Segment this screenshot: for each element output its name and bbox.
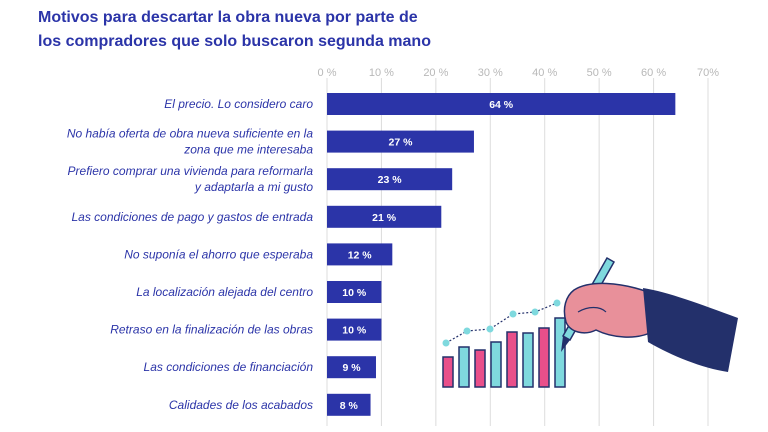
- hand-icon: [563, 282, 738, 372]
- category-label-line: Retraso en la finalización de las obras: [110, 323, 313, 337]
- bar: [327, 393, 371, 416]
- category-label: Las condiciones de financiación: [144, 360, 314, 374]
- category-label: Prefiero comprar una vivienda para refor…: [68, 164, 314, 194]
- x-tick-label: 0 %: [318, 67, 337, 79]
- value-labels: 64 % 27 % 23 % 21 % 12 % 10 % 10 % 9 % 8 %: [340, 99, 514, 412]
- category-label: No suponía el ahorro que esperaba: [124, 247, 313, 261]
- category-label: Calidades de los acabados: [169, 398, 313, 412]
- category-label-line: No suponía el ahorro que esperaba: [124, 247, 313, 261]
- bars: [327, 93, 676, 416]
- illustration-bar-7: [538, 327, 550, 388]
- category-label-line: zona que me interesaba: [183, 143, 313, 157]
- category-label: No había oferta de obra nueva suficiente…: [67, 127, 313, 157]
- category-label-line: y adaptarla a mi gusto: [194, 180, 313, 194]
- category-label-line: No había oferta de obra nueva suficiente…: [67, 127, 313, 141]
- category-label-line: Prefiero comprar una vivienda para refor…: [68, 164, 314, 178]
- category-label-line: La localización alejada del centro: [136, 285, 313, 299]
- x-tick-label: 30 %: [478, 67, 503, 79]
- x-tick-label: 70%: [697, 67, 719, 79]
- category-labels: El precio. Lo considero caro No había ofe…: [67, 97, 313, 412]
- category-label: El precio. Lo considero caro: [164, 97, 313, 111]
- bar: [327, 93, 676, 115]
- chart-title-line-1: Motivos para descartar la obra nueva por…: [38, 9, 418, 26]
- bar-value-label: 27 %: [389, 137, 414, 149]
- illustration-bar-4: [490, 341, 502, 388]
- illustration-bar-3: [474, 349, 486, 388]
- bar-value-label: 64 %: [489, 99, 514, 111]
- illustration-bar-2: [458, 346, 470, 388]
- bar-value-label: 23 %: [378, 174, 403, 186]
- x-tick-label: 20 %: [423, 67, 448, 79]
- category-label-line: Calidades de los acabados: [169, 398, 313, 412]
- x-axis-ticks: 0 % 10 % 20 % 30 % 40 % 50 % 60 % 70%: [318, 67, 720, 79]
- illustration-bar-1: [442, 356, 454, 388]
- bar: [327, 243, 393, 266]
- chart-title-line-2: los compradores que solo buscaron segund…: [38, 33, 431, 50]
- category-label-line: Las condiciones de financiación: [144, 360, 314, 374]
- bar-value-label: 9 %: [342, 362, 361, 374]
- bar: [327, 356, 376, 379]
- illustration-bar-6: [522, 332, 534, 388]
- bar: [327, 168, 453, 191]
- bar: [327, 205, 442, 228]
- bar-value-label: 12 %: [348, 249, 373, 261]
- illustration-bar-8: [554, 317, 566, 388]
- illustration-trend-line: [442, 299, 561, 347]
- bar-value-label: 21 %: [372, 212, 397, 224]
- bar: [327, 130, 474, 153]
- category-label-line: Las condiciones de pago y gastos de entr…: [71, 210, 313, 224]
- x-tick-label: 60 %: [641, 67, 666, 79]
- category-label: Retraso en la finalización de las obras: [110, 323, 313, 337]
- bar-value-label: 8 %: [340, 400, 359, 412]
- growth-chart-illustration-icon: [442, 256, 738, 388]
- chart-title: Motivos para descartar la obra nueva por…: [38, 6, 431, 54]
- bar: [327, 281, 382, 303]
- bar: [327, 318, 382, 341]
- category-label: La localización alejada del centro: [136, 285, 313, 299]
- bar-value-label: 10 %: [342, 287, 367, 299]
- x-tick-label: 40 %: [532, 67, 557, 79]
- illustration-bar-5: [506, 331, 518, 388]
- category-label-line: El precio. Lo considero caro: [164, 97, 313, 111]
- bar-value-label: 10 %: [342, 325, 367, 337]
- illustration-bars: [442, 317, 566, 388]
- x-tick-label: 50 %: [587, 67, 612, 79]
- category-label: Las condiciones de pago y gastos de entr…: [71, 210, 313, 224]
- x-tick-label: 10 %: [369, 67, 394, 79]
